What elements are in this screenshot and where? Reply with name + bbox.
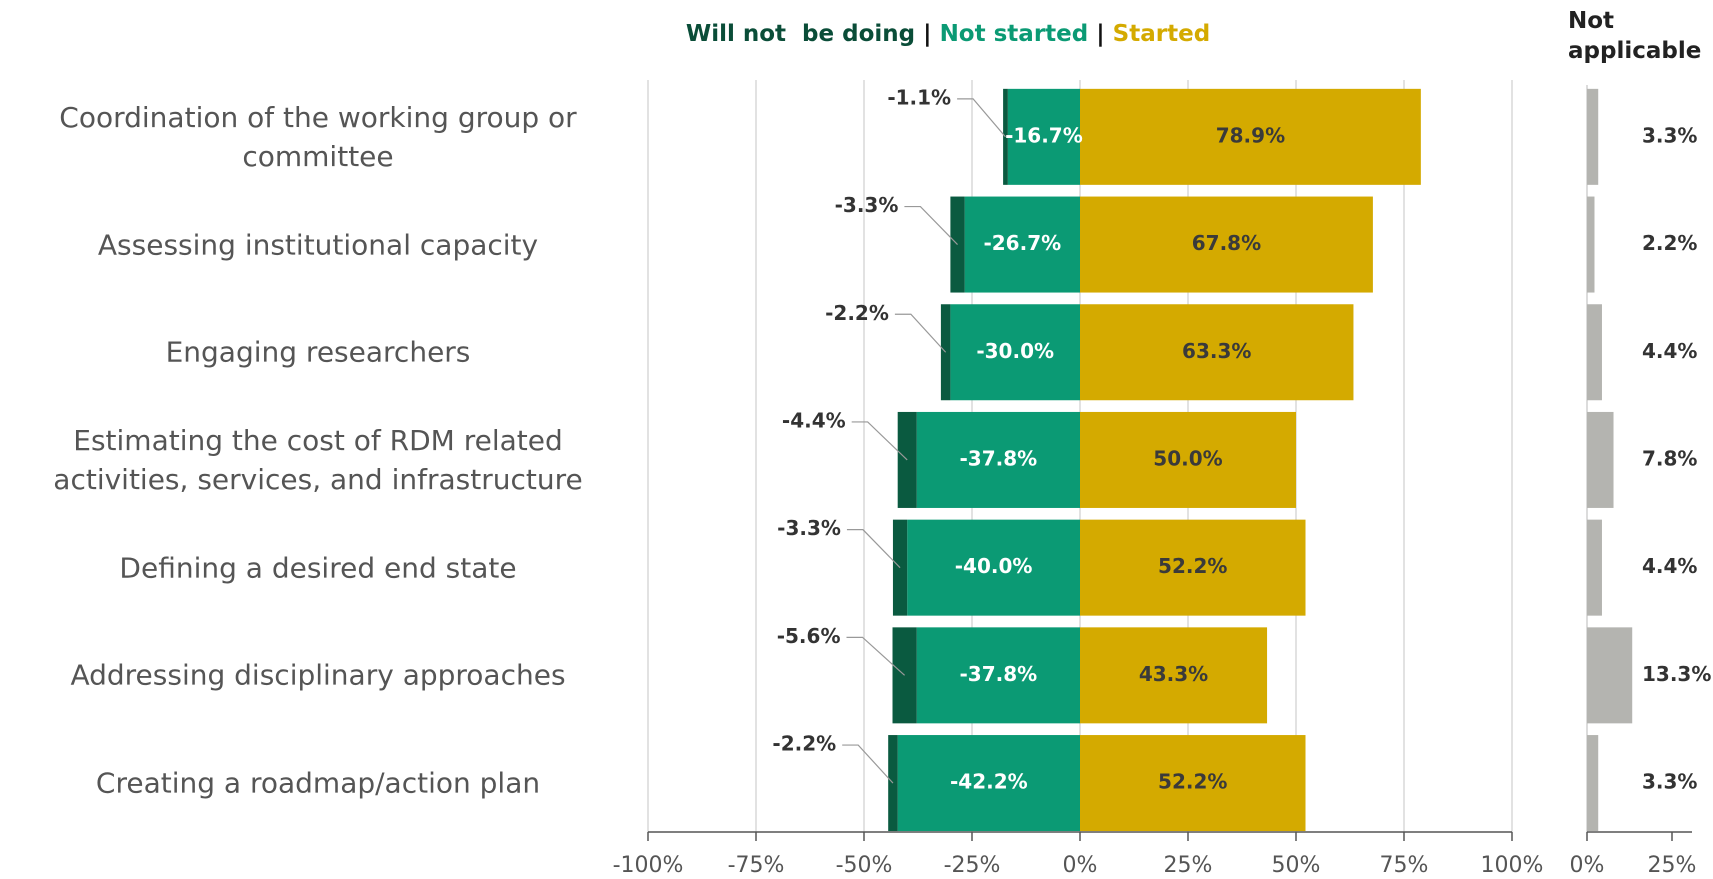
x-tick-label: 50% [1272,853,1321,878]
leader-line [957,98,1006,138]
data-label: -30.0% [976,339,1054,363]
x-tick-label: 25% [1648,853,1697,878]
data-label: 67.8% [1192,231,1261,255]
bar [1587,735,1599,832]
data-label: 63.3% [1182,339,1251,363]
data-label: -2.2% [772,732,836,756]
leader-line [904,205,958,245]
leader-line [842,744,894,784]
x-tick-label: -25% [944,853,1001,878]
bar-segment [916,411,1080,508]
bar-segment [916,627,1080,724]
category-label: Coordination of the working group or com… [18,98,618,176]
data-label: -37.8% [960,662,1038,686]
bar [1587,627,1633,724]
data-label: 52.2% [1158,770,1227,794]
category-text: Assessing institutional capacity [97,228,539,262]
bar-segment [1080,196,1373,293]
category-label: Defining a desired end state [18,548,618,587]
category-label: Engaging researchers [18,333,618,372]
legend-separator: | [923,21,931,47]
category-label: Addressing disciplinary approaches [18,656,618,695]
data-label: 50.0% [1153,446,1222,470]
data-label: 43.3% [1139,662,1208,686]
category-label: Creating a roadmap/action plan [18,764,618,803]
bar-segment [897,735,1080,832]
leader-line [851,421,908,461]
bar-segment [1080,88,1421,185]
bar-segment [888,735,898,832]
x-tick-label: 0% [1063,853,1098,878]
data-label: 7.8% [1642,446,1697,470]
bar-segment [1080,735,1306,832]
bar-segment [950,304,1080,401]
bar-segment [1080,411,1296,508]
category-text: Defining a desired end state [119,551,517,585]
x-tick-label: -100% [613,853,684,878]
data-label: 4.4% [1642,554,1697,578]
data-label: -1.1% [887,85,951,109]
bar [1587,88,1599,185]
bar-segment [964,196,1080,293]
bar-segment [1007,88,1080,185]
category-text: Estimating the cost of RDM related activ… [53,423,583,496]
data-label: -40.0% [955,554,1033,578]
legend-item: Will not be doing [686,21,915,47]
leader-line [846,529,901,569]
bar [1587,196,1595,293]
x-tick-label: -75% [728,853,785,878]
panel-title: Not applicable [1568,8,1702,64]
category-text: Engaging researchers [165,335,471,369]
data-label: -26.7% [983,231,1061,255]
bar [1587,519,1602,616]
bar [1587,304,1602,401]
data-label: -42.2% [950,770,1028,794]
category-label: Estimating the cost of RDM related activ… [18,421,618,499]
x-tick-label: 25% [1164,853,1213,878]
category-label: Assessing institutional capacity [18,225,618,264]
bar-segment [1080,627,1268,724]
data-label: 13.3% [1642,662,1711,686]
legend: Will not be doing | Not started | Starte… [686,21,1210,47]
legend-item: Started [1113,21,1210,47]
data-label: -2.2% [825,301,889,325]
bar [1587,411,1614,508]
data-label: -3.3% [777,516,841,540]
data-label: 2.2% [1642,231,1697,255]
bar-segment [907,519,1080,616]
data-label: 52.2% [1158,554,1227,578]
category-text: Creating a roadmap/action plan [95,766,541,800]
data-label: 4.4% [1642,339,1697,363]
data-label: -5.6% [777,624,841,648]
data-label: -4.4% [782,408,846,432]
category-text: Coordination of the working group or com… [59,100,577,173]
bar-segment [892,627,917,724]
data-label: -37.8% [960,446,1038,470]
bar-segment [1080,304,1354,401]
x-tick-label: -50% [836,853,893,878]
leader-line [894,313,947,353]
legend-item: Not started [940,21,1089,47]
x-tick-label: 0% [1570,853,1605,878]
data-label: -3.3% [835,193,899,217]
data-label: 3.3% [1642,770,1697,794]
data-label: -16.7% [1005,123,1083,147]
legend-separator: | [1096,21,1104,47]
x-tick-label: 100% [1481,853,1544,878]
category-text: Addressing disciplinary approaches [70,658,566,692]
leader-line [846,636,906,676]
bar-segment [1080,519,1306,616]
x-tick-label: 75% [1380,853,1429,878]
data-label: 3.3% [1642,123,1697,147]
data-label: 78.9% [1216,123,1285,147]
